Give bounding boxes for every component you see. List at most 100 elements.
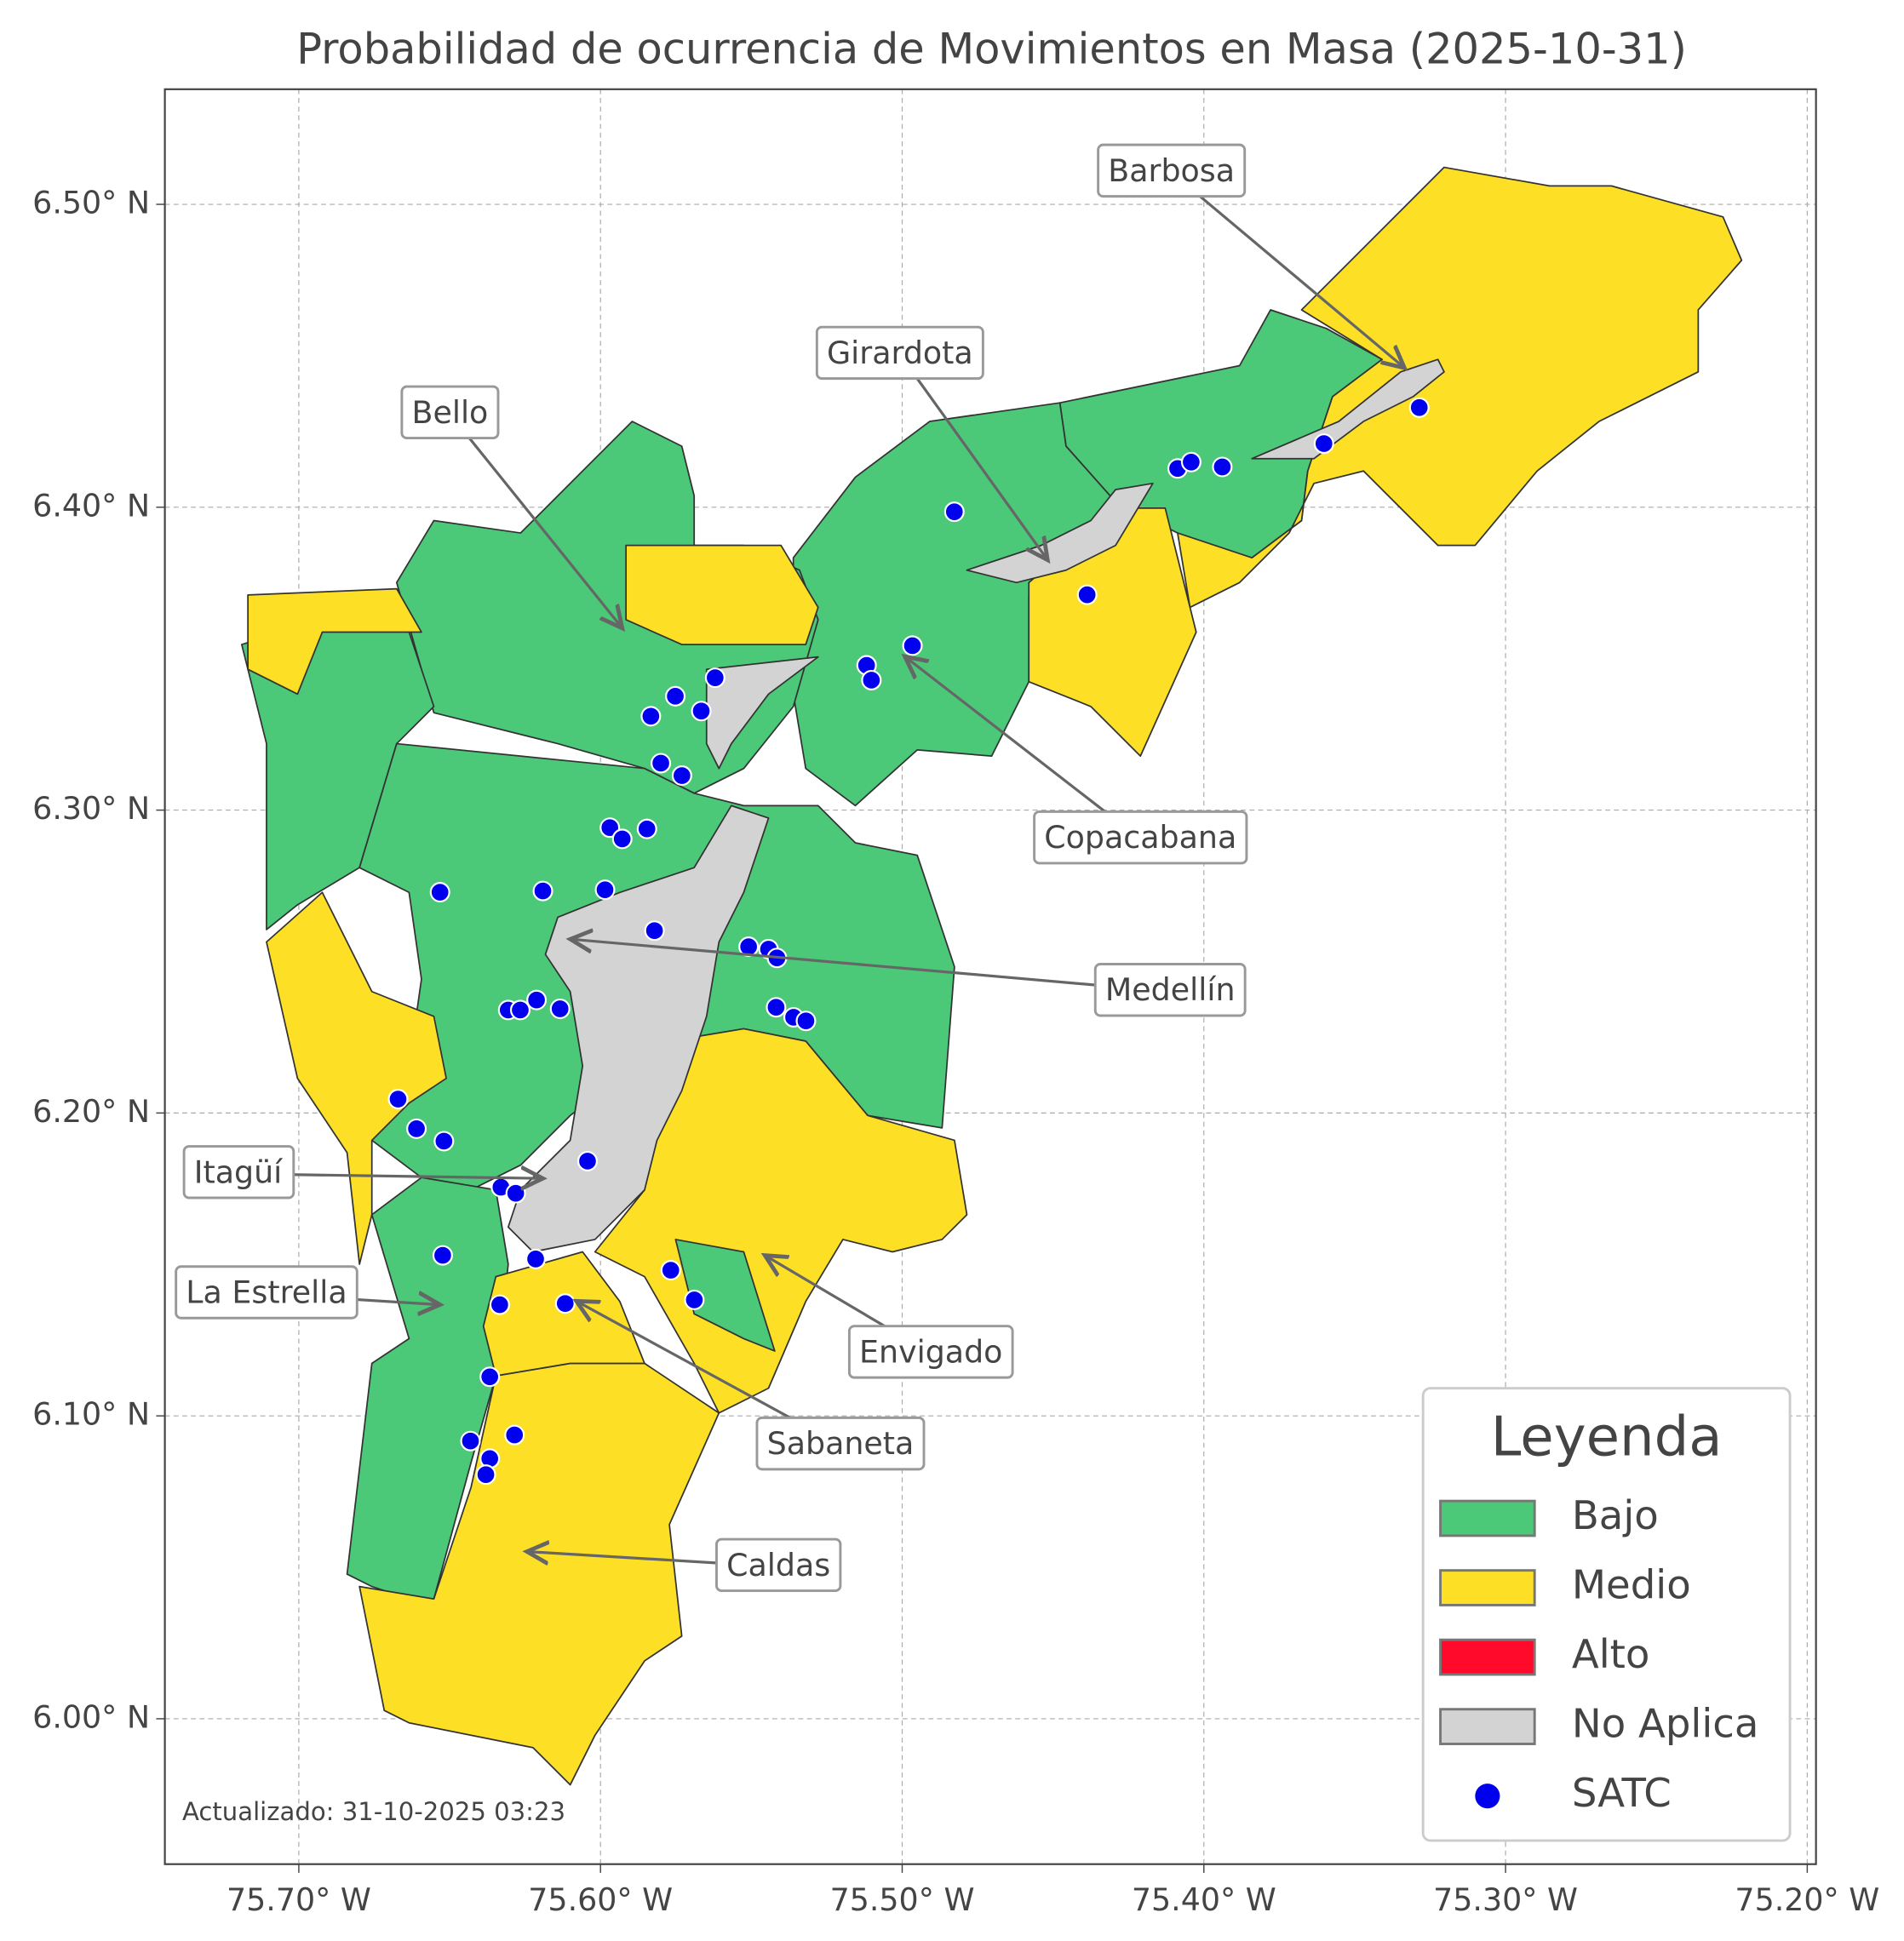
y-tick-label: 6.50° N: [32, 185, 150, 221]
region: [705, 656, 819, 770]
region: [358, 1362, 720, 1786]
y-tick-label: 6.40° N: [32, 487, 150, 524]
annotation-label: Caldas: [726, 1547, 830, 1583]
satc-point: [526, 989, 548, 1011]
annotation-box: [847, 1325, 1014, 1379]
legend-label: Alto: [1572, 1631, 1650, 1677]
region: [266, 891, 447, 1265]
legend-label: Bajo: [1572, 1492, 1659, 1538]
satc-point: [644, 920, 665, 942]
annotation-box: [182, 1145, 295, 1200]
annotation-arrow: [1170, 171, 1405, 368]
x-tick-label: 75.20° W: [1735, 1881, 1879, 1918]
region: [625, 544, 819, 645]
legend-swatch: [1439, 1569, 1536, 1606]
regions: [240, 166, 1743, 1786]
y-tick-label: 6.30° N: [32, 790, 150, 827]
satc-point: [665, 685, 686, 707]
satc-point: [795, 1011, 817, 1032]
satc-point: [505, 1182, 526, 1204]
region: [594, 1028, 968, 1414]
annotation-box: [400, 385, 500, 439]
satc-point: [509, 999, 530, 1021]
annotation-arrow: [905, 656, 1142, 840]
annotation-label: Itagüí: [194, 1154, 284, 1190]
legend-label: Medio: [1572, 1562, 1691, 1608]
annotation-label: Sabaneta: [767, 1425, 915, 1462]
y-tick-label: 6.10° N: [32, 1396, 150, 1433]
satc-point: [460, 1430, 481, 1451]
x-tick-label: 75.70° W: [227, 1881, 371, 1918]
satc-point: [594, 879, 616, 901]
y-tick-label: 6.00° N: [32, 1698, 150, 1735]
x-tick-label: 75.50° W: [830, 1881, 975, 1918]
satc-point: [691, 701, 712, 722]
satc-point: [1180, 451, 1201, 472]
satc-point: [1212, 456, 1233, 478]
satc-point: [1408, 397, 1430, 418]
annotation-label: Envigado: [859, 1333, 1002, 1370]
satc-point: [640, 706, 662, 727]
satc-point: [429, 882, 450, 903]
legend-label: No Aplica: [1572, 1701, 1759, 1747]
annotation-label: Medellín: [1105, 971, 1236, 1008]
satc-point: [636, 818, 657, 839]
annotation-box: [1097, 143, 1247, 198]
annotation-box: [815, 325, 984, 381]
annotation-label: La Estrella: [186, 1274, 347, 1310]
satc-point: [611, 828, 633, 850]
annotation-arrow: [449, 413, 622, 627]
annotation-arrow: [898, 353, 1047, 559]
satc-point: [504, 1424, 525, 1446]
plot-frame: [163, 88, 1817, 1865]
satc-point: [532, 880, 553, 902]
legend-label: SATC: [1572, 1770, 1672, 1816]
region: [1177, 166, 1743, 609]
satc-point: [489, 1294, 510, 1315]
satc-point: [704, 667, 725, 689]
map-title: Probabilidad de ocurrencia de Movimiento…: [296, 25, 1687, 74]
x-tick-label: 75.30° W: [1433, 1881, 1578, 1918]
annotation-box: [1093, 963, 1247, 1017]
satc-point: [432, 1245, 453, 1266]
annotation-box: [1033, 810, 1248, 865]
satc-point: [902, 635, 923, 656]
legend-swatch: [1439, 1708, 1536, 1745]
satc-point: [1313, 433, 1334, 455]
satc-point: [660, 1260, 681, 1281]
satc-point: [554, 1293, 576, 1314]
y-tick-label: 6.20° N: [32, 1093, 150, 1130]
footnote: Actualizado: 31-10-2025 03:23: [182, 1797, 565, 1826]
annotation-label: Barbosa: [1108, 152, 1235, 189]
region: [966, 482, 1154, 584]
satc-point: [406, 1118, 427, 1139]
satc-point: [387, 1089, 409, 1110]
annotation-arrow: [571, 939, 1171, 993]
satc-point: [479, 1366, 501, 1388]
region: [247, 587, 422, 696]
annotation-box: [715, 1537, 842, 1592]
annotation-box: [175, 1265, 358, 1320]
legend-marker: [1475, 1784, 1500, 1809]
x-tick-label: 75.40° W: [1132, 1881, 1276, 1918]
satc-point: [684, 1289, 705, 1310]
legend-swatch: [1439, 1638, 1536, 1676]
satc-point: [549, 998, 571, 1020]
satc-point: [861, 669, 882, 690]
region: [507, 804, 770, 1253]
satc-point: [766, 997, 787, 1018]
satc-point: [525, 1248, 547, 1269]
satc-point: [1076, 584, 1098, 605]
satc-point: [433, 1131, 455, 1152]
legend-swatch: [1439, 1499, 1536, 1537]
annotation-label: Copacabana: [1044, 819, 1236, 856]
legend-title: Leyenda: [1491, 1406, 1723, 1469]
satc-point: [651, 753, 672, 774]
satc-point: [475, 1464, 496, 1486]
annotation-box: [755, 1416, 926, 1471]
x-tick-label: 75.60° W: [528, 1881, 673, 1918]
annotation-label: Girardota: [827, 335, 973, 371]
region: [482, 1251, 645, 1377]
satc-point: [671, 765, 692, 787]
